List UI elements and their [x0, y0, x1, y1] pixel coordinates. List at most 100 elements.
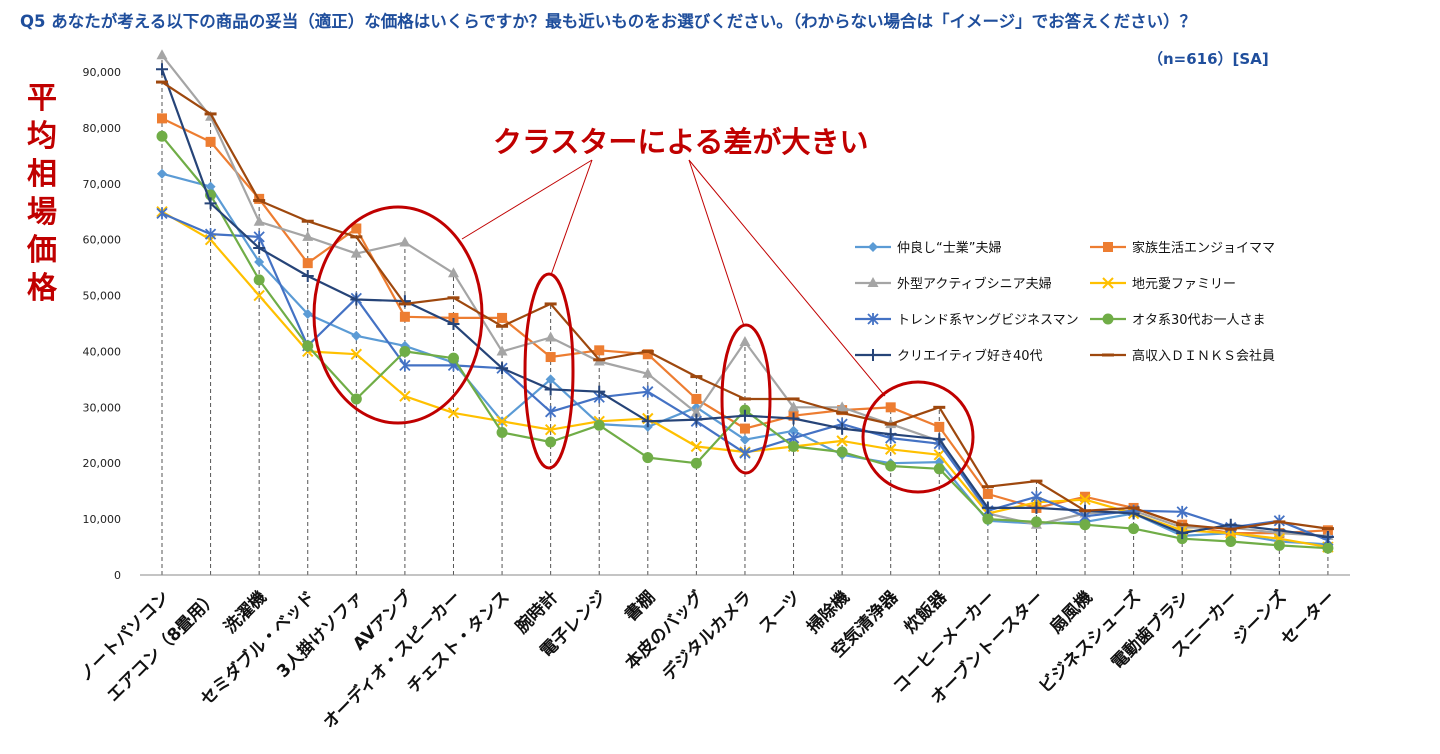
data-point	[204, 197, 217, 210]
y-tick-labels: 0 10,000 20,000 30,000 40,000 50,000 60,000 70,…	[83, 66, 122, 582]
legend-item: 家族生活エンジョイママ	[1090, 240, 1275, 256]
data-point	[1273, 524, 1286, 537]
highlight-ellipse	[523, 272, 575, 470]
y-tick-label: 90,000	[83, 66, 122, 79]
data-point	[156, 63, 168, 76]
data-point	[867, 349, 879, 361]
data-point	[739, 335, 751, 346]
callout-leader-line	[688, 159, 886, 397]
data-point	[204, 228, 217, 241]
data-point	[545, 374, 556, 385]
data-point	[868, 242, 878, 252]
legend-item: クリエイティブ好き40代	[855, 348, 1043, 364]
data-point	[302, 308, 313, 319]
data-point	[1102, 313, 1114, 325]
data-point	[545, 436, 557, 448]
data-point	[302, 258, 313, 269]
data-point	[1030, 516, 1042, 528]
callout-leader-line	[550, 159, 593, 276]
legend-label: オタ系30代お一人さま	[1132, 313, 1266, 328]
data-point	[350, 247, 362, 258]
y-axis-title: 平均相場価格	[27, 81, 57, 306]
legend-label: 高収入ＤＩＮＫＳ会社員	[1132, 348, 1275, 364]
data-point	[447, 318, 460, 331]
data-point	[738, 409, 751, 422]
data-point	[1030, 501, 1043, 514]
data-point	[690, 406, 702, 417]
series	[156, 206, 1334, 553]
sample-size-label: （n=616）[SA]	[1148, 50, 1269, 68]
data-point	[1322, 542, 1334, 554]
question-title: Q5 あなたが考える以下の商品の妥当（適正）な価格はいくらですか？最も近いものを…	[20, 12, 1197, 31]
data-point	[350, 293, 363, 306]
data-point	[302, 340, 314, 352]
legend-item: トレンド系ヤングビジネスマン	[855, 313, 1079, 328]
series	[156, 80, 1334, 531]
data-point	[885, 402, 896, 413]
data-point	[496, 426, 508, 438]
y-tick-label: 20,000	[83, 457, 122, 470]
data-point	[933, 433, 946, 446]
legend-label: 仲良し“士業”夫婦	[897, 240, 1001, 256]
data-point	[787, 412, 800, 425]
data-point	[496, 415, 508, 428]
y-tick-label: 60,000	[83, 234, 122, 247]
legend-label: 外型アクティブシニア夫婦	[897, 276, 1052, 292]
y-tick-label: 70,000	[83, 178, 122, 191]
data-point	[301, 269, 314, 282]
highlight-annotations: クラスターによる差が大きい	[312, 125, 975, 494]
legend-label: 家族生活エンジョイママ	[1132, 240, 1275, 256]
data-point	[1127, 507, 1140, 520]
data-point	[302, 230, 314, 241]
data-point	[205, 136, 216, 147]
data-point	[447, 407, 460, 419]
category-label: セーター	[1277, 587, 1339, 649]
data-point	[691, 393, 702, 404]
y-tick-label: 0	[114, 569, 121, 582]
data-point	[254, 257, 265, 268]
y-tick-label: 50,000	[83, 290, 122, 303]
data-point	[1176, 527, 1189, 540]
data-point	[867, 313, 879, 325]
data-point	[933, 463, 945, 475]
legend-label: トレンド系ヤングビジネスマン	[897, 313, 1079, 328]
data-point	[836, 435, 848, 447]
category-label: 書棚	[620, 587, 659, 626]
data-point	[157, 113, 167, 124]
data-point	[981, 501, 994, 514]
data-point	[156, 130, 168, 142]
data-point	[933, 449, 945, 461]
data-point	[156, 49, 168, 60]
y-tick-label: 80,000	[83, 122, 122, 135]
data-point	[982, 513, 994, 525]
legend-label: 地元愛ファミリー	[1132, 277, 1236, 292]
data-point	[593, 419, 605, 431]
data-point	[642, 349, 653, 360]
data-point	[690, 413, 703, 426]
data-point	[156, 207, 168, 220]
legend-item: 仲良し“士業”夫婦	[855, 240, 1001, 256]
data-point	[399, 390, 411, 402]
data-point	[788, 440, 800, 452]
data-point	[497, 312, 508, 323]
data-point	[642, 452, 654, 464]
data-point	[350, 348, 363, 360]
data-point	[836, 401, 848, 412]
data-point	[399, 236, 411, 247]
data-point	[496, 362, 509, 375]
data-point	[253, 274, 265, 286]
data-point	[982, 488, 993, 499]
data-point	[836, 446, 848, 458]
data-point	[1128, 523, 1140, 535]
data-point	[399, 345, 411, 357]
data-point	[788, 425, 799, 436]
data-point	[1030, 490, 1043, 503]
data-point	[884, 443, 897, 455]
data-point	[544, 383, 557, 396]
data-point	[867, 277, 879, 287]
data-point	[884, 428, 897, 441]
data-point	[545, 352, 556, 363]
data-point	[399, 359, 411, 372]
data-point	[641, 415, 654, 428]
